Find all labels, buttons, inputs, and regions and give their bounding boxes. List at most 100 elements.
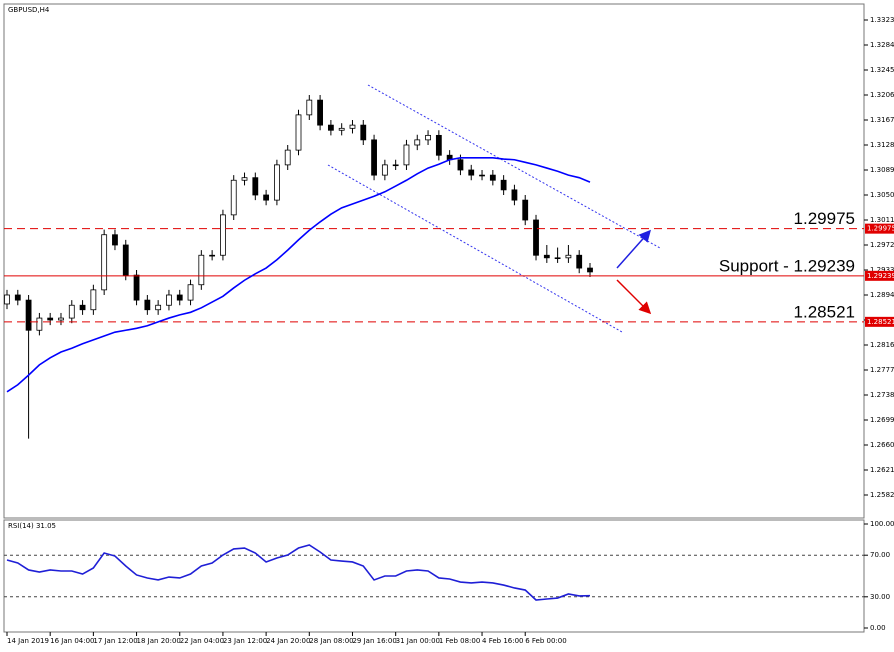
y-tick-label: 1.31280	[870, 141, 894, 149]
x-tick-label: 29 Jan 16:00	[352, 637, 396, 645]
candle-body	[68, 304, 75, 319]
candle-body	[338, 127, 345, 131]
x-tick-label: 16 Jan 04:00	[50, 637, 94, 645]
candle-body	[122, 244, 129, 276]
level-label: 1.29975	[794, 209, 855, 228]
price-panel-frame	[3, 3, 865, 519]
x-tick-label: 1 Feb 08:00	[439, 637, 480, 645]
y-tick-label: 1.32060	[870, 91, 894, 99]
x-tick-label: 17 Jan 12:00	[93, 637, 137, 645]
x-tick-label: 24 Jan 20:00	[266, 637, 310, 645]
y-tick-label: 1.30110	[870, 216, 894, 224]
channel-upper	[367, 84, 661, 249]
price-tag	[865, 223, 894, 234]
candle-body	[133, 274, 140, 301]
y-tick-label: 1.30890	[870, 166, 894, 174]
candle-body	[90, 289, 97, 311]
price-tag	[865, 316, 894, 327]
candle-body	[306, 99, 313, 116]
y-tick-label: 1.27380	[870, 391, 894, 399]
y-tick-label: 1.30500	[870, 191, 894, 199]
level-label: 1.28521	[794, 302, 855, 321]
candle-body	[479, 174, 485, 177]
candle-body	[58, 317, 64, 321]
series-line	[6, 544, 591, 601]
candle-body	[47, 317, 54, 321]
candle-body	[101, 234, 108, 291]
candle-body	[435, 134, 442, 156]
y-tick-label: 1.27770	[870, 366, 894, 374]
x-tick-label: 6 Feb 00:00	[525, 637, 566, 645]
candle-body	[327, 124, 334, 131]
price-tag-label: 1.28521	[867, 318, 894, 326]
chart-title: GBPUSD,H4	[8, 6, 50, 14]
candle-body	[349, 124, 356, 129]
candle-body	[522, 199, 529, 221]
candle-body	[274, 164, 280, 201]
y-tick-label: 70.00	[870, 551, 890, 559]
series-line	[6, 157, 591, 393]
candle-body	[209, 254, 216, 257]
candle-body	[230, 179, 237, 216]
y-tick-label: 1.25820	[870, 491, 894, 499]
candle-body	[360, 124, 367, 141]
candle-body	[317, 99, 323, 126]
candle-body	[554, 257, 561, 260]
candle-body	[587, 267, 593, 273]
channel-lower	[327, 164, 623, 333]
y-tick-label: 1.26990	[870, 416, 894, 424]
y-tick-label: 1.29720	[870, 241, 894, 249]
candle-body	[576, 254, 583, 269]
candle-body	[489, 174, 496, 181]
y-tick-label: 1.31670	[870, 116, 894, 124]
candle-body	[4, 294, 10, 305]
candle-body	[543, 254, 550, 259]
rsi-panel-frame	[3, 519, 865, 633]
level-label: Support - 1.29239	[719, 256, 855, 275]
y-tick-label: 1.28940	[870, 291, 894, 299]
candle-body	[403, 144, 410, 166]
candle-body	[36, 317, 43, 331]
candle-body	[155, 304, 162, 311]
price-tag-label: 1.29975	[867, 225, 894, 233]
candle-body	[176, 294, 183, 301]
candle-body	[241, 177, 248, 181]
candle-body	[112, 234, 118, 246]
x-tick-label: 4 Feb 16:00	[482, 637, 523, 645]
candle-body	[79, 304, 86, 311]
y-tick-label: 1.29330	[870, 266, 894, 274]
candle-body	[381, 164, 388, 176]
y-tick-label: 1.26600	[870, 441, 894, 449]
rsi-title: RSI(14) 31.05	[8, 522, 56, 530]
arrow-down	[616, 279, 652, 315]
x-tick-label: 14 Jan 2019	[7, 637, 49, 645]
candle-body	[414, 139, 421, 146]
candle-body	[295, 114, 302, 151]
candle-body	[187, 284, 194, 301]
candle-body	[533, 219, 539, 256]
x-tick-label: 31 Jan 00:00	[396, 637, 440, 645]
candle-body	[425, 134, 431, 141]
candle-body	[284, 149, 291, 166]
candle-body	[457, 159, 464, 171]
y-tick-label: 30.00	[870, 593, 890, 601]
x-tick-label: 28 Jan 08:00	[309, 637, 353, 645]
x-tick-label: 22 Jan 04:00	[180, 637, 224, 645]
candle-body	[263, 194, 270, 201]
candle-body	[565, 254, 572, 259]
candle-body	[511, 189, 518, 201]
y-tick-label: 1.33230	[870, 16, 894, 24]
candle-body	[14, 294, 21, 301]
candle-body	[252, 177, 259, 196]
candle-body	[392, 164, 399, 167]
y-tick-label: 0.00	[870, 624, 886, 632]
price-tag	[865, 270, 894, 281]
y-tick-label: 1.28160	[870, 341, 894, 349]
x-tick-label: 18 Jan 20:00	[137, 637, 181, 645]
x-tick-label: 23 Jan 12:00	[223, 637, 267, 645]
candle-body	[220, 214, 226, 256]
candle-body	[166, 294, 172, 306]
y-tick-label: 1.26210	[870, 466, 894, 474]
candle-body	[25, 299, 32, 331]
